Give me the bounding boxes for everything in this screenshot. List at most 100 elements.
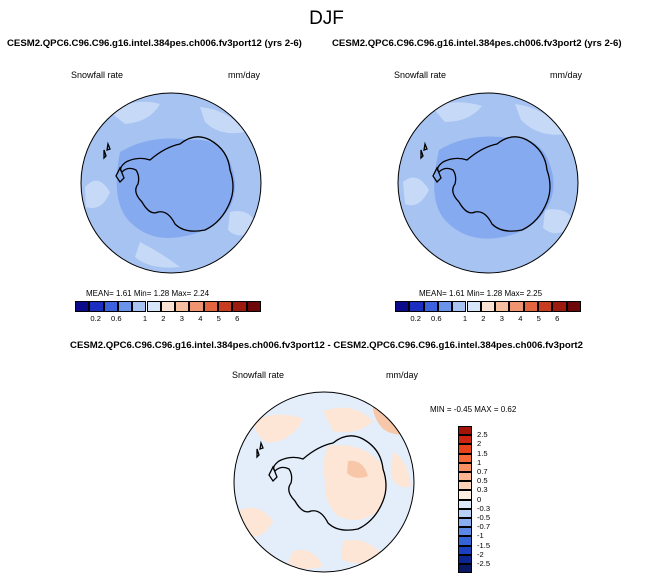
panel-1-colorbar-tick-label: 0.6 — [111, 314, 122, 323]
diff-colorbar: 2.5 2 1.5 1 0.7 0.5 0.3 0 -0.3 -0.5 -0.7 -1 -1.5 -2 -2… — [458, 426, 508, 574]
panel-2-colorbar: 0.2 0.6 1 2 3 4 5 6 — [395, 301, 581, 326]
panel-2-colorbar-swatch — [509, 301, 524, 312]
diff-colorbar-tick-label: 2.5 — [477, 430, 488, 440]
panel-2-colorbar-swatch — [538, 301, 553, 312]
diff-colorbar-tick-label: 1.5 — [477, 448, 488, 458]
panel-1-colorbar-swatch — [160, 301, 176, 312]
panel-2-colorbar-swatch — [437, 301, 453, 312]
panel-1-colorbar-swatch — [203, 301, 218, 312]
panel-2-colorbar-swatch — [495, 301, 510, 312]
panel-1-colorbar-swatch — [146, 301, 161, 312]
panel-2-colorbar-swatch — [523, 301, 538, 312]
diff-colorbar-tick-label: -2 — [477, 549, 484, 559]
diff-colorbar-swatch — [458, 545, 472, 555]
diff-colorbar-tick-label: 0.7 — [477, 467, 488, 476]
panel-2-min-label: Min= — [466, 289, 485, 298]
diff-colorbar-swatch — [458, 564, 472, 574]
panel-1-variable-label: Snowfall rate — [71, 70, 124, 80]
panel-1-colorbar-tick-label: 5 — [216, 314, 221, 323]
panel-1-polar-map — [80, 92, 262, 274]
diff-colorbar-swatch — [458, 462, 472, 472]
panel-1-colorbar-tick-label: 3 — [179, 314, 184, 323]
panel-2-colorbar-tick-label: 2 — [481, 314, 486, 323]
panel-2-colorbar-swatch — [423, 301, 438, 312]
panel-1-units-label: mm/day — [228, 70, 261, 80]
diff-colorbar-tick-label: -1 — [477, 531, 484, 541]
panel-1-colorbar-swatch — [75, 301, 90, 312]
panel-2-min-value: 1.28 — [486, 289, 503, 298]
panel-2-colorbar-swatch — [552, 301, 567, 312]
panel-2-title: CESM2.QPC6.C96.C96.g16.intel.384pes.ch00… — [332, 38, 622, 49]
panel-1-colorbar-tick-label: 4 — [198, 314, 203, 323]
panel-1-max-value: 2.24 — [193, 289, 210, 298]
panel-1-colorbar-swatch — [132, 301, 147, 312]
panel-2-mean-label: MEAN= — [419, 289, 447, 298]
panel-1-colorbar-swatch — [175, 301, 190, 312]
diff-colorbar-swatch — [458, 472, 472, 482]
panel-2-colorbar-tick-label: 1 — [462, 314, 468, 323]
panel-2-colorbar-swatch — [480, 301, 496, 312]
diff-colorbar-tick-label: -0.7 — [477, 522, 491, 532]
panel-1-colorbar-tick-label: 2 — [161, 314, 166, 323]
diff-colorbar-tick-label: 0 — [477, 494, 482, 504]
diff-colorbar-swatch — [458, 527, 472, 537]
diff-colorbar-tick-label: 0.3 — [477, 485, 488, 495]
panel-2-colorbar-tick-label: 0.2 — [410, 314, 421, 323]
panel-2-max-label: Max= — [504, 289, 525, 298]
panel-2-colorbar-swatch — [566, 301, 581, 312]
panel-1-min-value: 1.28 — [153, 289, 170, 298]
panel-1-min-label: Min= — [133, 289, 152, 298]
diff-colorbar-swatch — [458, 426, 472, 436]
diff-coastline — [273, 435, 387, 531]
panel-2-colorbar-tick-label: 3 — [499, 314, 504, 323]
panel-1-max-label: Max= — [171, 289, 192, 298]
diff-colorbar-swatch — [458, 444, 472, 454]
panel-2-colorbar-swatch — [452, 301, 467, 312]
diff-colorbar-tick-label: -0.5 — [477, 513, 491, 522]
panel-2-colorbar-tick-label: 4 — [518, 314, 523, 323]
panel-2-colorbar-tick-label: 6 — [555, 314, 560, 323]
panel-1-colorbar: 0.2 0.6 1 2 3 4 5 6 — [75, 301, 261, 326]
diff-colorbar-tick-label: -2.5 — [477, 559, 491, 568]
diff-colorbar-swatch — [458, 481, 472, 491]
panel-1-colorbar-swatch — [117, 301, 133, 312]
diff-colorbar-swatch — [458, 490, 472, 500]
panel-2-colorbar-tick-label: 5 — [536, 314, 541, 323]
panel-1-colorbar-swatch — [89, 301, 104, 312]
diff-max-value: 0.62 — [500, 405, 517, 414]
panel-2-colorbar-swatch — [466, 301, 481, 312]
diff-panel-title: CESM2.QPC6.C96.C96.g16.intel.384pes.ch00… — [70, 340, 583, 351]
diff-max-label: MAX = — [474, 405, 499, 414]
diff-min-label: MIN = — [430, 405, 452, 414]
diff-min-value: -0.45 — [453, 405, 473, 414]
diff-panel-units-label: mm/day — [386, 370, 419, 380]
panel-1-colorbar-tick-label: 0.2 — [90, 314, 101, 323]
panel-2-polar-map — [397, 92, 579, 274]
diff-colorbar-swatch — [458, 508, 472, 518]
diff-stats: MIN = -0.45 MAX = 0.62 — [430, 405, 516, 414]
diff-colorbar-tick-label: 0.5 — [477, 476, 488, 486]
panel-2-variable-label: Snowfall rate — [394, 70, 447, 80]
diff-panel-variable-label: Snowfall rate — [232, 370, 285, 380]
panel-1-mean-value: 1.61 — [116, 289, 132, 298]
panel-2-colorbar-swatch — [409, 301, 424, 312]
diff-colorbar-swatch — [458, 518, 472, 528]
panel-1-colorbar-swatch — [246, 301, 261, 312]
panel-1-stats: MEAN= 1.61 Min= 1.28 Max= 2.24 — [86, 289, 209, 298]
panel-1-colorbar-swatch — [218, 301, 233, 312]
diff-colorbar-tick-label: 1 — [477, 457, 482, 467]
panel-2-max-value: 2.25 — [526, 289, 543, 298]
panel-1-title: CESM2.QPC6.C96.C96.g16.intel.384pes.ch00… — [7, 38, 302, 49]
panel-2-colorbar-tick-label: 0.6 — [431, 314, 442, 323]
season-title: DJF — [309, 8, 344, 29]
diff-polar-map — [233, 391, 415, 573]
panel-1-coastline — [120, 136, 234, 232]
panel-1-mean-label: MEAN= — [86, 289, 114, 298]
panel-1-colorbar-tick-label: 1 — [142, 314, 148, 323]
diff-colorbar-tick-label: -0.3 — [477, 503, 491, 513]
diff-colorbar-swatch — [458, 453, 472, 463]
panel-2-coastline — [437, 136, 551, 232]
panel-2-stats: MEAN= 1.61 Min= 1.28 Max= 2.25 — [419, 289, 542, 298]
panel-1-colorbar-swatch — [103, 301, 118, 312]
diff-colorbar-tick-label: -1.5 — [477, 540, 491, 550]
